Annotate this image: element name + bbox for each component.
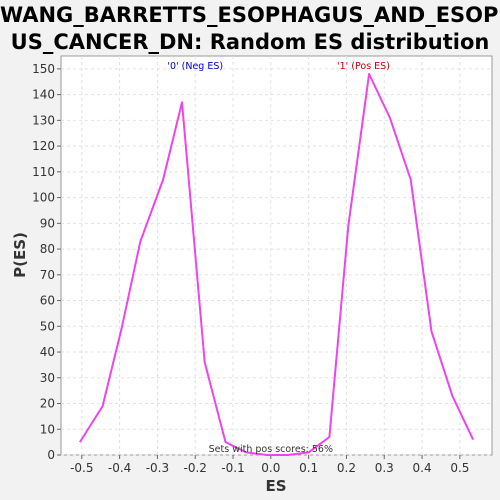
y-tick-label: 110 [32, 165, 55, 179]
y-tick-label: 60 [40, 294, 55, 308]
pos-es-label: '1' (Pos ES) [337, 61, 390, 72]
y-tick-label: 130 [32, 113, 55, 127]
y-tick-label: 70 [40, 268, 55, 282]
chart-title: WANG_BARRETTS_ESOPHAGUS_AND_ESOPHAG US_C… [0, 2, 500, 56]
x-tick-label: -0.1 [221, 461, 244, 475]
x-tick-label: 0.3 [375, 461, 394, 475]
y-tick-label: 50 [40, 319, 55, 333]
x-tick-label: -0.2 [184, 461, 207, 475]
grid [61, 56, 492, 456]
x-tick-label: 0.4 [413, 461, 432, 475]
y-tick-label: 90 [40, 216, 55, 230]
chart-title-line-2: US_CANCER_DN: Random ES distribution [10, 30, 490, 54]
chart-title-line-1: WANG_BARRETTS_ESOPHAGUS_AND_ESOPHAG [0, 3, 500, 27]
y-tick-label: 30 [40, 371, 55, 385]
neg-es-label: '0' (Neg ES) [167, 61, 223, 72]
es-distribution-line [79, 73, 475, 456]
x-tick-label: -0.5 [70, 461, 93, 475]
x-tick-label: -0.4 [108, 461, 131, 475]
x-tick-label: 0.1 [299, 461, 318, 475]
plot-area [60, 55, 493, 456]
y-tick-label: 120 [32, 139, 55, 153]
y-tick-label: 100 [32, 191, 55, 205]
y-tick-label: 150 [32, 62, 55, 76]
x-axis-label: ES [265, 477, 286, 495]
y-axis-label: P(ES) [11, 232, 29, 278]
series [79, 73, 475, 456]
y-tick-label: 0 [47, 448, 55, 462]
y-tick-label: 140 [32, 88, 55, 102]
pos-scores-footer: Sets with pos scores: 56% [209, 444, 333, 455]
x-tick-label: 0.2 [337, 461, 356, 475]
y-tick-label: 20 [40, 397, 55, 411]
y-tick-label: 10 [40, 422, 55, 436]
y-tick-label: 40 [40, 345, 55, 359]
x-tick-label: 0.0 [261, 461, 280, 475]
x-tick-label: -0.3 [146, 461, 169, 475]
ticks: -0.5 -0.4 -0.3 -0.2 -0.1 0.0 0.1 0.2 0.3 0.4 0.5 0 1… [32, 62, 469, 475]
y-tick-label: 80 [40, 242, 55, 256]
x-tick-label: 0.5 [450, 461, 469, 475]
